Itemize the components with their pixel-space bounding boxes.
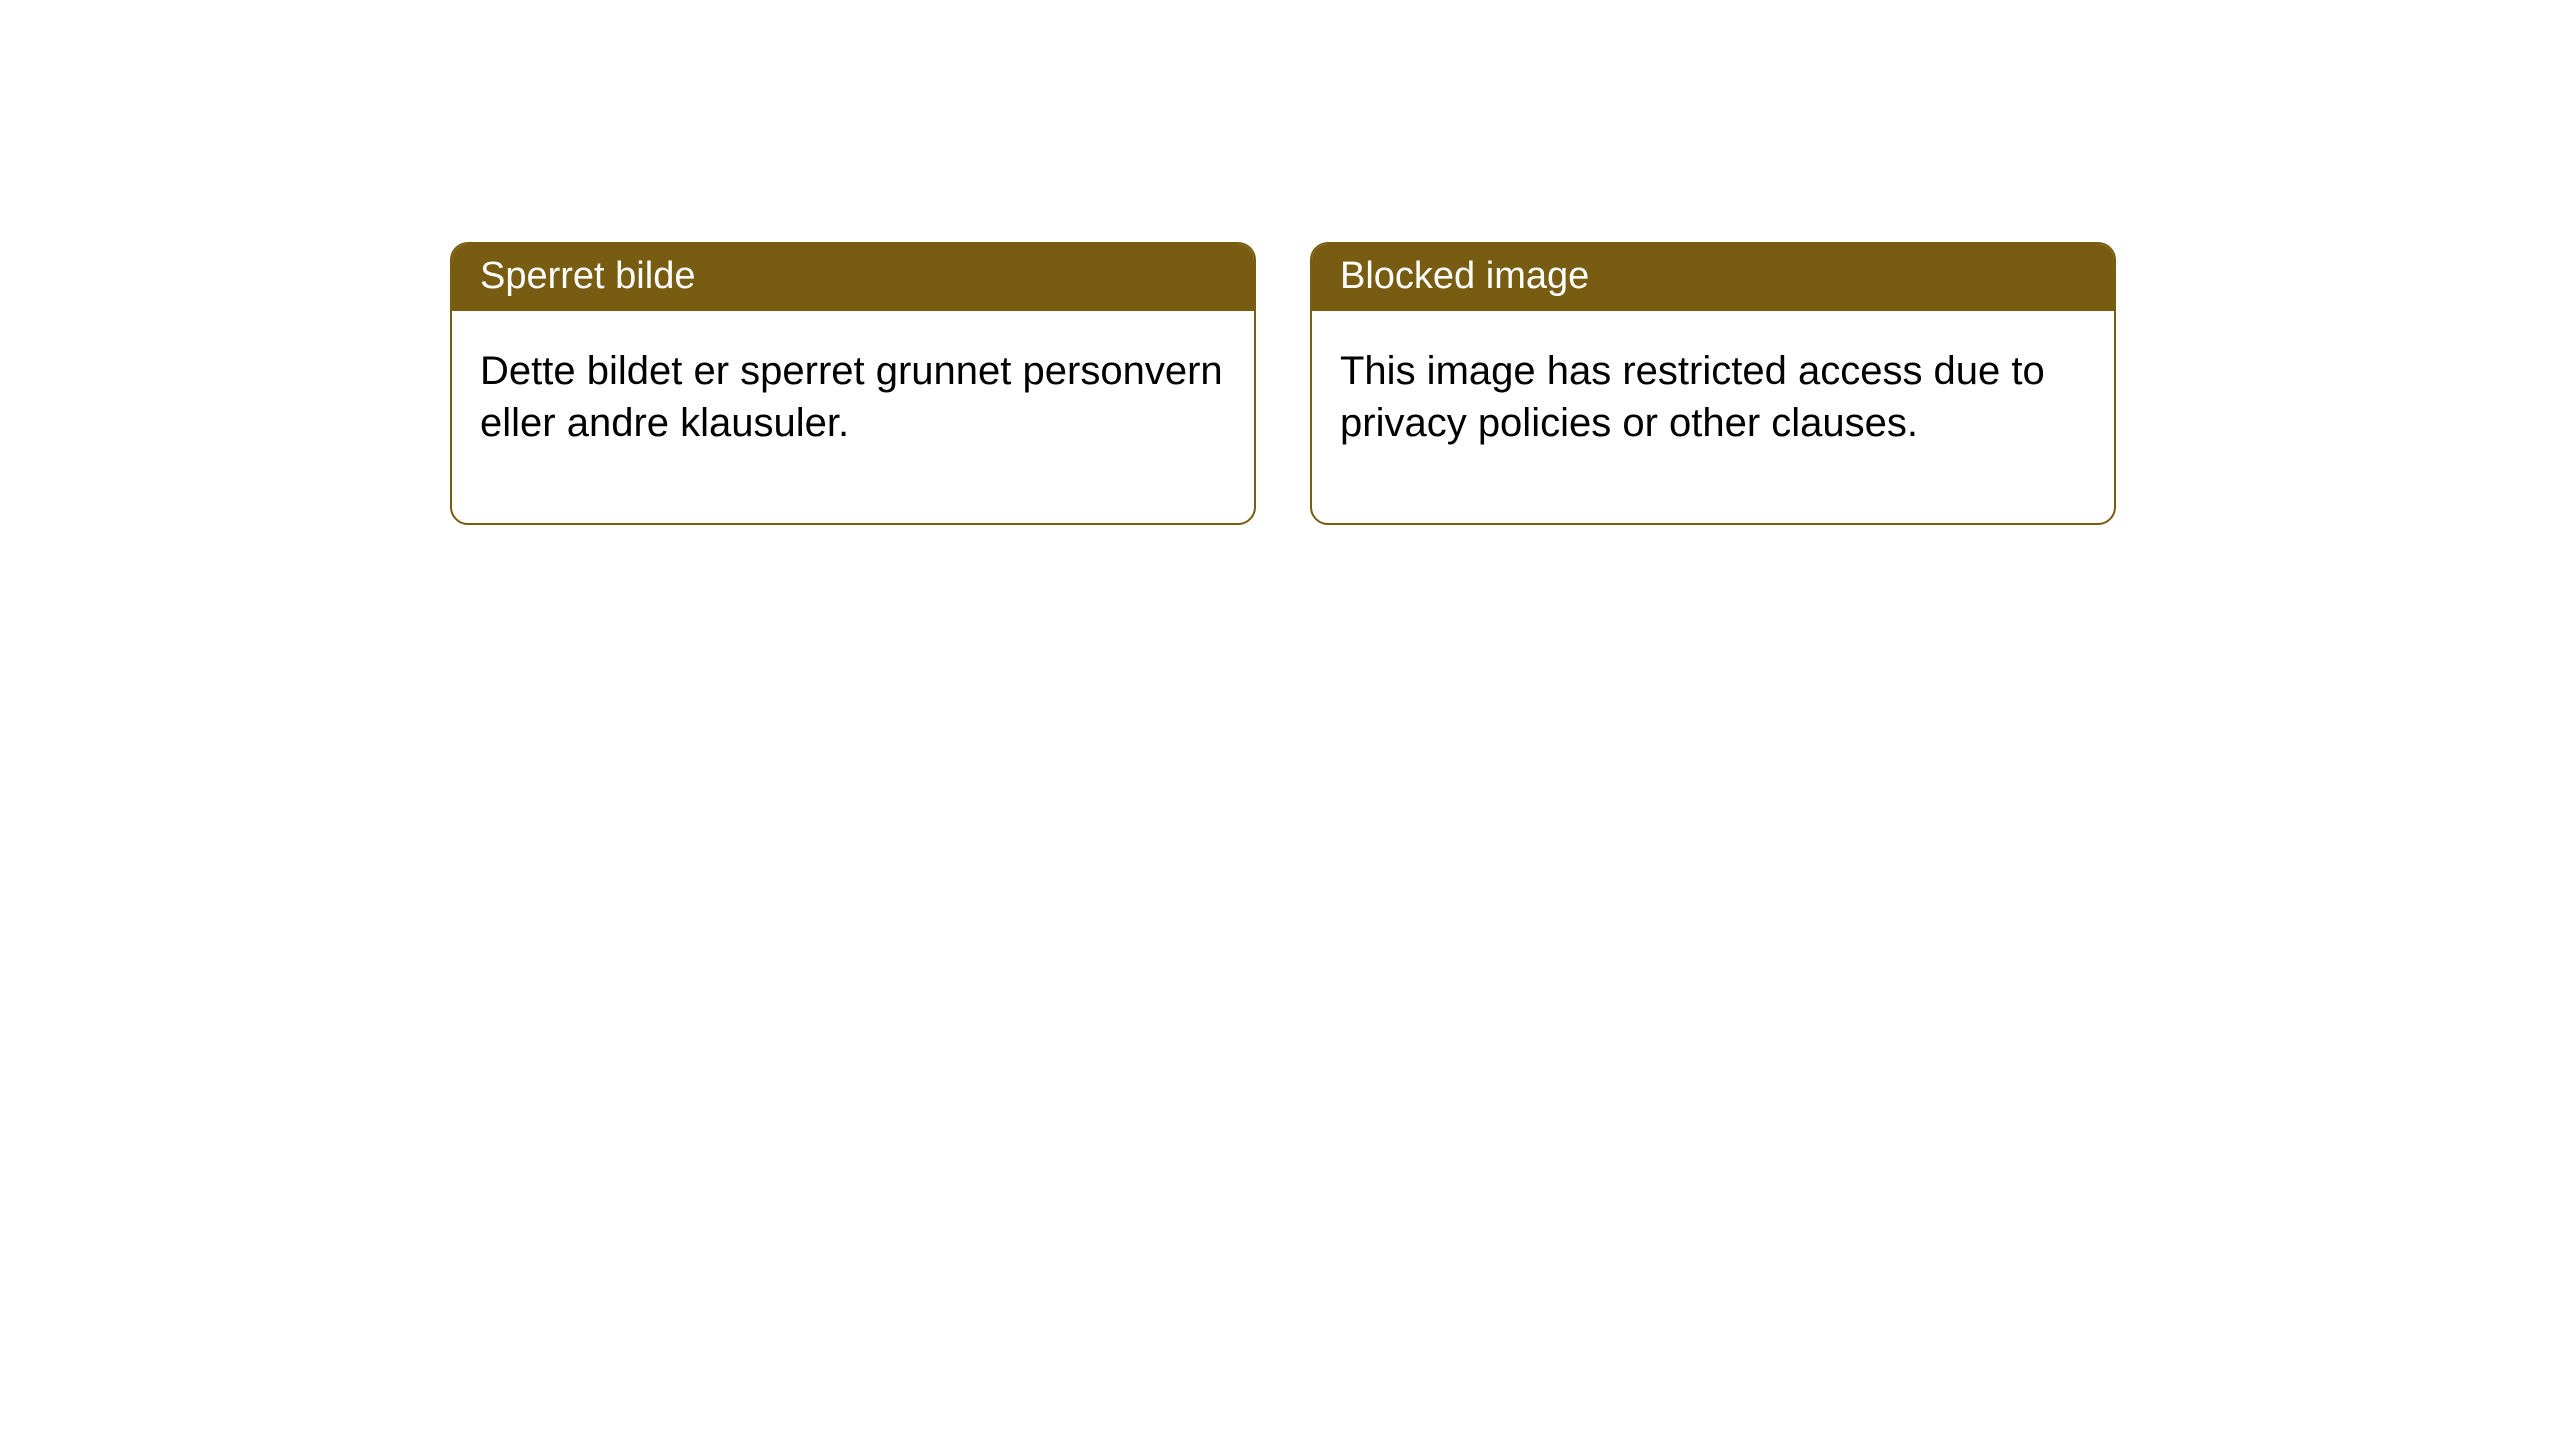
notice-card-english: Blocked image This image has restricted … [1310, 242, 2116, 525]
notices-container: Sperret bilde Dette bildet er sperret gr… [0, 0, 2560, 525]
notice-body-norwegian: Dette bildet er sperret grunnet personve… [452, 311, 1254, 523]
notice-card-norwegian: Sperret bilde Dette bildet er sperret gr… [450, 242, 1256, 525]
notice-body-english: This image has restricted access due to … [1312, 311, 2114, 523]
notice-header-norwegian: Sperret bilde [452, 244, 1254, 311]
notice-header-english: Blocked image [1312, 244, 2114, 311]
